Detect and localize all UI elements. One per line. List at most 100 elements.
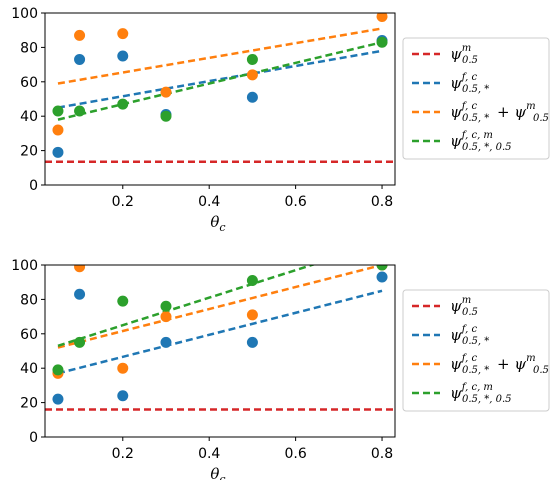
data-point — [74, 29, 86, 41]
legend-subscript: 0.5 — [462, 55, 478, 66]
legend-superscript: m — [462, 295, 471, 306]
legend-symbol: ψ — [514, 355, 526, 373]
y-tick-label: 0 — [29, 178, 38, 194]
data-point — [246, 91, 258, 103]
data-point — [246, 309, 258, 321]
legend-subscript: 0.5 — [462, 307, 478, 318]
legend-label: ψm 0.5 — [450, 295, 478, 318]
y-tick-label: 80 — [20, 40, 38, 56]
legend-subscript: 0.5, *, 0.5 — [462, 142, 512, 153]
legend-symbol: ψ — [450, 45, 462, 63]
data-point — [160, 86, 172, 98]
data-point — [246, 274, 258, 286]
legend-symbol: ψ — [450, 355, 462, 373]
data-point — [74, 105, 86, 117]
x-tick-label: 0.2 — [112, 446, 134, 462]
legend-subscript: 0.5, * — [462, 113, 489, 124]
y-tick-label: 20 — [20, 396, 38, 412]
data-point — [52, 146, 64, 158]
fit-line — [57, 49, 383, 109]
data-point — [246, 69, 258, 81]
data-point — [160, 311, 172, 323]
legend-subscript: 0.5, * — [462, 84, 489, 95]
axes-frame — [44, 12, 396, 186]
y-tick-label: 60 — [20, 75, 38, 91]
legend-label: ψf, c 0.5, * — [450, 324, 489, 347]
legend-superscript: f, c — [461, 72, 478, 83]
data-point — [376, 13, 388, 22]
legend-symbol: ψ — [450, 132, 462, 150]
data-point — [74, 53, 86, 65]
data-point — [117, 28, 129, 40]
data-point — [160, 110, 172, 122]
legend-symbol: ψ — [450, 326, 462, 344]
fit-line — [57, 289, 383, 375]
fit-line — [57, 265, 316, 348]
data-point — [376, 36, 388, 48]
legend: ψm 0.5ψf, c 0.5, *ψf, c 0.5, * + ψm 0.5ψf, c… — [402, 289, 550, 412]
plot-area — [45, 265, 395, 411]
legend-subscript: 0.5, * — [462, 336, 489, 347]
data-point — [117, 98, 129, 110]
x-axis-label-subscript: c — [219, 221, 225, 234]
data-point — [52, 124, 64, 136]
y-tick-label: 100 — [11, 258, 38, 274]
legend-label: ψf, c, m 0.5, *, 0.5 — [450, 382, 512, 405]
data-point — [74, 336, 86, 348]
legend-entry: ψf, c 0.5, * — [412, 72, 489, 95]
legend-entry: ψm 0.5 — [412, 43, 478, 66]
legend-superscript: f, c — [461, 324, 478, 335]
x-tick-label: 0.6 — [284, 446, 306, 462]
legend-symbol: ψ — [450, 74, 462, 92]
legend-frame — [402, 37, 550, 160]
fit-line — [57, 41, 383, 121]
data-point — [74, 265, 86, 273]
y-tick-label: 100 — [11, 6, 38, 22]
legend-entry: ψf, c, m 0.5, *, 0.5 — [412, 130, 512, 153]
legend-superscript: f, c — [461, 101, 478, 112]
legend-symbol: ψ — [514, 103, 526, 121]
data-point — [246, 336, 258, 348]
legend-superscript: m — [462, 43, 471, 54]
x-axis-label: θc — [210, 465, 225, 480]
legend-superscript: m — [526, 353, 535, 364]
legend-superscript: f, c, m — [461, 130, 493, 141]
data-point — [52, 364, 64, 376]
y-tick-label: 60 — [20, 327, 38, 343]
legend-subscript: 0.5, *, 0.5 — [462, 394, 512, 405]
x-tick-label: 0.4 — [198, 194, 220, 210]
data-point — [117, 295, 129, 307]
data-point — [117, 362, 129, 374]
data-point — [117, 50, 129, 62]
x-axis-label-subscript: c — [219, 473, 225, 480]
legend-symbol: ψ — [450, 103, 462, 121]
x-tick-label: 0.2 — [112, 194, 134, 210]
legend-entry: ψf, c 0.5, * + ψm 0.5 — [412, 101, 549, 124]
data-point — [74, 288, 86, 300]
y-tick-label: 0 — [29, 430, 38, 446]
y-tick-label: 20 — [20, 144, 38, 160]
data-point — [52, 105, 64, 117]
x-axis-label-symbol: θ — [210, 465, 219, 480]
legend-superscript: m — [526, 101, 535, 112]
legend-plus: + — [492, 103, 514, 121]
legend-entry: ψf, c, m 0.5, *, 0.5 — [412, 382, 512, 405]
legend-label: ψf, c 0.5, * — [450, 72, 489, 95]
x-tick-label: 0.4 — [198, 446, 220, 462]
data-point — [376, 265, 388, 271]
legend-superscript: f, c — [461, 353, 478, 364]
y-tick-label: 40 — [20, 109, 38, 125]
legend: ψm 0.5ψf, c 0.5, *ψf, c 0.5, * + ψm 0.5ψf, c… — [402, 37, 550, 160]
x-tick-label: 0.8 — [371, 194, 393, 210]
fit-line — [57, 265, 383, 349]
legend-subscript: 0.5 — [533, 113, 549, 124]
legend-label: ψf, c 0.5, * + ψm 0.5 — [450, 101, 549, 124]
legend-superscript: f, c, m — [461, 382, 493, 393]
legend-frame — [402, 289, 550, 412]
x-axis-label-symbol: θ — [210, 213, 219, 231]
chart-panel: 0 20 40 60 80 100 0.2 0.4 0.6 0.8 θc — [11, 258, 396, 480]
legend-plus: + — [492, 355, 514, 373]
data-point — [376, 271, 388, 283]
legend-label: ψm 0.5 — [450, 43, 478, 66]
